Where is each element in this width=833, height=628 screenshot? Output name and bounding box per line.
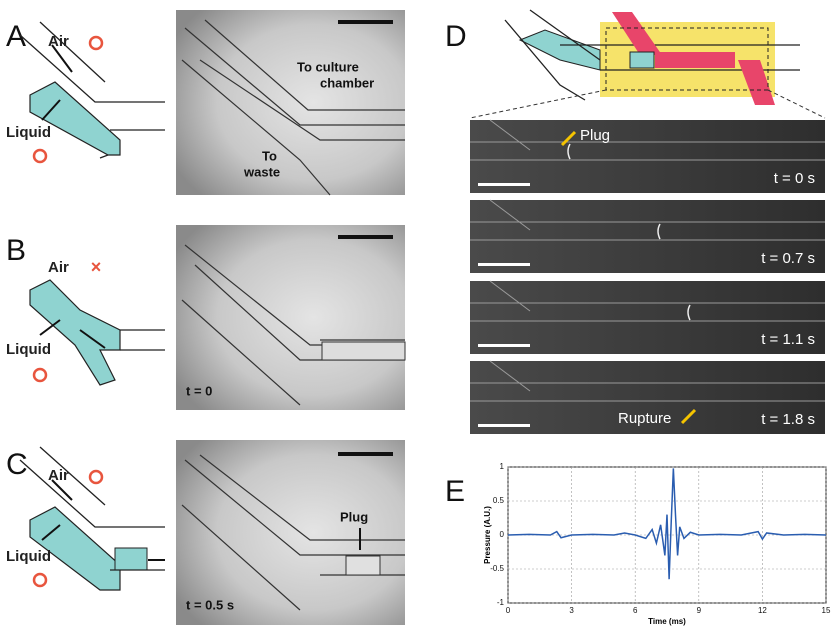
x-tick-label: 9 [697,606,702,615]
liquid-label: Liquid [6,341,51,358]
y-tick-label: -0.5 [490,564,504,573]
panel-letter: B [6,234,26,267]
figure: A Air Liquid To culture chamber To waste… [0,0,833,628]
y-tick-label: 0.5 [493,496,505,505]
scale-bar [478,263,530,266]
annotation: To culture [297,59,359,74]
scale-bar [478,424,530,427]
y-tick-label: 1 [500,462,505,471]
panel-letter: A [6,20,26,53]
liquid-channel [520,30,600,70]
x-tick-label: 12 [758,606,767,615]
scale-bar [338,235,393,239]
annotation: Plug [340,509,368,524]
open-valve [90,37,102,49]
scale-bar [338,20,393,24]
x-tick-label: 15 [822,606,831,615]
time-label: t = 0 s [774,170,815,187]
panel-d: D t = 0 s t = 0.7 s t = 1.1 s t = 1.8 s Plug… [445,10,825,434]
closed-valve: × [91,257,102,277]
air-label: Air [48,467,69,484]
x-tick-label: 3 [569,606,574,615]
scale-bar [478,344,530,347]
valve [655,52,735,68]
annotation: Rupture [618,410,671,427]
scale-bar [478,183,530,186]
open-valve [34,574,46,586]
time-label: t = 0.7 s [761,250,815,267]
y-axis-label: Pressure (A.U.) [483,506,492,564]
x-axis-label: Time (ms) [648,617,686,626]
panel-a: A Air Liquid To culture chamber To waste [6,10,405,195]
time-label: t = 1.8 s [761,411,815,428]
liquid-plug [630,52,654,68]
panel-letter: D [445,20,467,53]
annotation: Plug [580,127,610,144]
liquid-label: Liquid [6,124,51,141]
annotation: waste [243,164,280,179]
air-label: Air [48,33,69,50]
scale-bar [338,452,393,456]
time-label: t = 1.1 s [761,331,815,348]
air-label: Air [48,259,69,276]
time-label: t = 0 [186,383,212,398]
micrograph [176,10,405,195]
micrograph [176,225,405,410]
y-tick-label: -1 [497,598,505,607]
y-tick-label: 0 [500,530,505,539]
open-valve [90,471,102,483]
annotation: chamber [320,75,374,90]
liquid-front [322,342,405,360]
panel-c: C Air Liquid Plug t = 0.5 s [6,440,405,625]
liquid-plug [115,548,147,570]
plug-mark [346,556,380,575]
open-valve [34,369,46,381]
x-tick-label: 6 [633,606,638,615]
frame [470,120,825,193]
channel-wall [120,330,165,350]
panel-b: B Air × Liquid t = 0 [6,225,405,410]
time-label: t = 0.5 s [186,597,234,612]
annotation: To [262,148,277,163]
liquid-label: Liquid [6,548,51,565]
frames: t = 0 s t = 0.7 s t = 1.1 s t = 1.8 s Plug Ru… [470,120,825,434]
panel-letter: E [445,475,465,508]
open-valve [34,150,46,162]
x-tick-label: 0 [506,606,511,615]
